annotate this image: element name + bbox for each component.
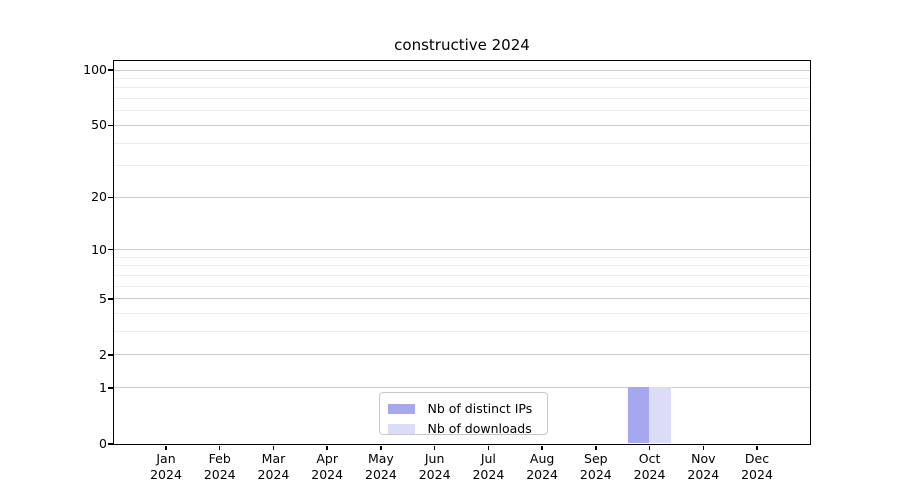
major-gridline <box>113 387 810 389</box>
minor-gridline <box>113 78 810 80</box>
x-tick-mark <box>218 445 221 450</box>
x-tick-mark <box>702 445 705 450</box>
minor-gridline <box>113 275 810 277</box>
y-tick-mark <box>108 443 113 445</box>
downloads-swatch-icon <box>387 423 415 434</box>
x-tick-mark <box>595 445 597 450</box>
bar-downloads <box>649 387 671 444</box>
x-tick-label: Apr 2024 <box>311 451 344 482</box>
y-tick-label: 10 <box>91 241 107 257</box>
legend-label-downloads: Nb of downloads <box>427 421 532 436</box>
x-tick-label: Jan 2024 <box>150 451 182 482</box>
x-tick-mark <box>326 445 328 450</box>
bar-distinct-ips <box>627 387 650 444</box>
minor-gridline <box>113 165 810 167</box>
x-tick-mark <box>380 445 382 450</box>
major-gridline <box>113 124 810 126</box>
x-tick-label: Sep 2024 <box>579 451 612 482</box>
y-tick-label: 1 <box>99 379 107 395</box>
minor-gridline <box>113 313 810 315</box>
major-gridline <box>113 69 810 71</box>
y-tick-mark <box>108 354 113 356</box>
x-tick-mark <box>756 445 758 450</box>
minor-gridline <box>113 331 810 333</box>
x-tick-label: Feb 2024 <box>203 451 236 482</box>
legend: Nb of distinct IPs Nb of downloads <box>378 391 548 436</box>
y-tick-mark <box>108 124 113 127</box>
x-tick-label: Aug 2024 <box>526 451 559 482</box>
y-tick-label: 2 <box>99 346 107 362</box>
major-gridline <box>113 196 810 198</box>
y-tick-mark <box>108 196 113 199</box>
y-tick-mark <box>108 248 113 251</box>
minor-gridline <box>113 142 810 144</box>
y-tick-label: 20 <box>91 189 107 205</box>
x-tick-label: Jul 2024 <box>472 451 505 482</box>
chart-title: constructive 2024 <box>394 36 530 54</box>
x-tick-mark <box>272 445 275 450</box>
minor-gridline <box>113 110 810 112</box>
major-gridline <box>113 298 810 300</box>
x-tick-label: Mar 2024 <box>257 451 290 482</box>
minor-gridline <box>113 87 810 89</box>
x-tick-label: Dec 2024 <box>741 451 773 482</box>
x-tick-mark <box>165 445 167 450</box>
x-tick-label: May 2024 <box>365 451 397 482</box>
x-tick-mark <box>541 445 543 450</box>
y-tick-mark <box>108 69 113 71</box>
x-tick-mark <box>648 445 651 450</box>
y-tick-mark <box>108 298 113 300</box>
x-tick-label: Jun 2024 <box>418 451 451 482</box>
x-tick-mark <box>487 445 490 450</box>
distinct-ips-swatch-icon <box>387 403 415 414</box>
y-tick-label: 50 <box>91 117 107 133</box>
minor-gridline <box>113 256 810 258</box>
minor-gridline <box>113 265 810 267</box>
x-tick-label: Nov 2024 <box>687 451 720 482</box>
legend-item-distinct-ips: Nb of distinct IPs <box>387 399 537 419</box>
legend-item-downloads: Nb of downloads <box>387 419 537 439</box>
major-gridline <box>113 354 810 356</box>
y-tick-label: 5 <box>99 290 107 306</box>
y-tick-mark <box>108 387 113 389</box>
major-gridline <box>113 249 810 251</box>
x-tick-label: Oct 2024 <box>633 451 666 482</box>
plot-area: Nb of distinct IPs Nb of downloads <box>112 59 811 445</box>
minor-gridline <box>113 98 810 100</box>
y-tick-label: 0 <box>99 436 107 451</box>
minor-gridline <box>113 285 810 287</box>
legend-label-distinct-ips: Nb of distinct IPs <box>427 401 533 416</box>
x-tick-mark <box>433 445 436 450</box>
y-tick-label: 100 <box>83 62 107 78</box>
